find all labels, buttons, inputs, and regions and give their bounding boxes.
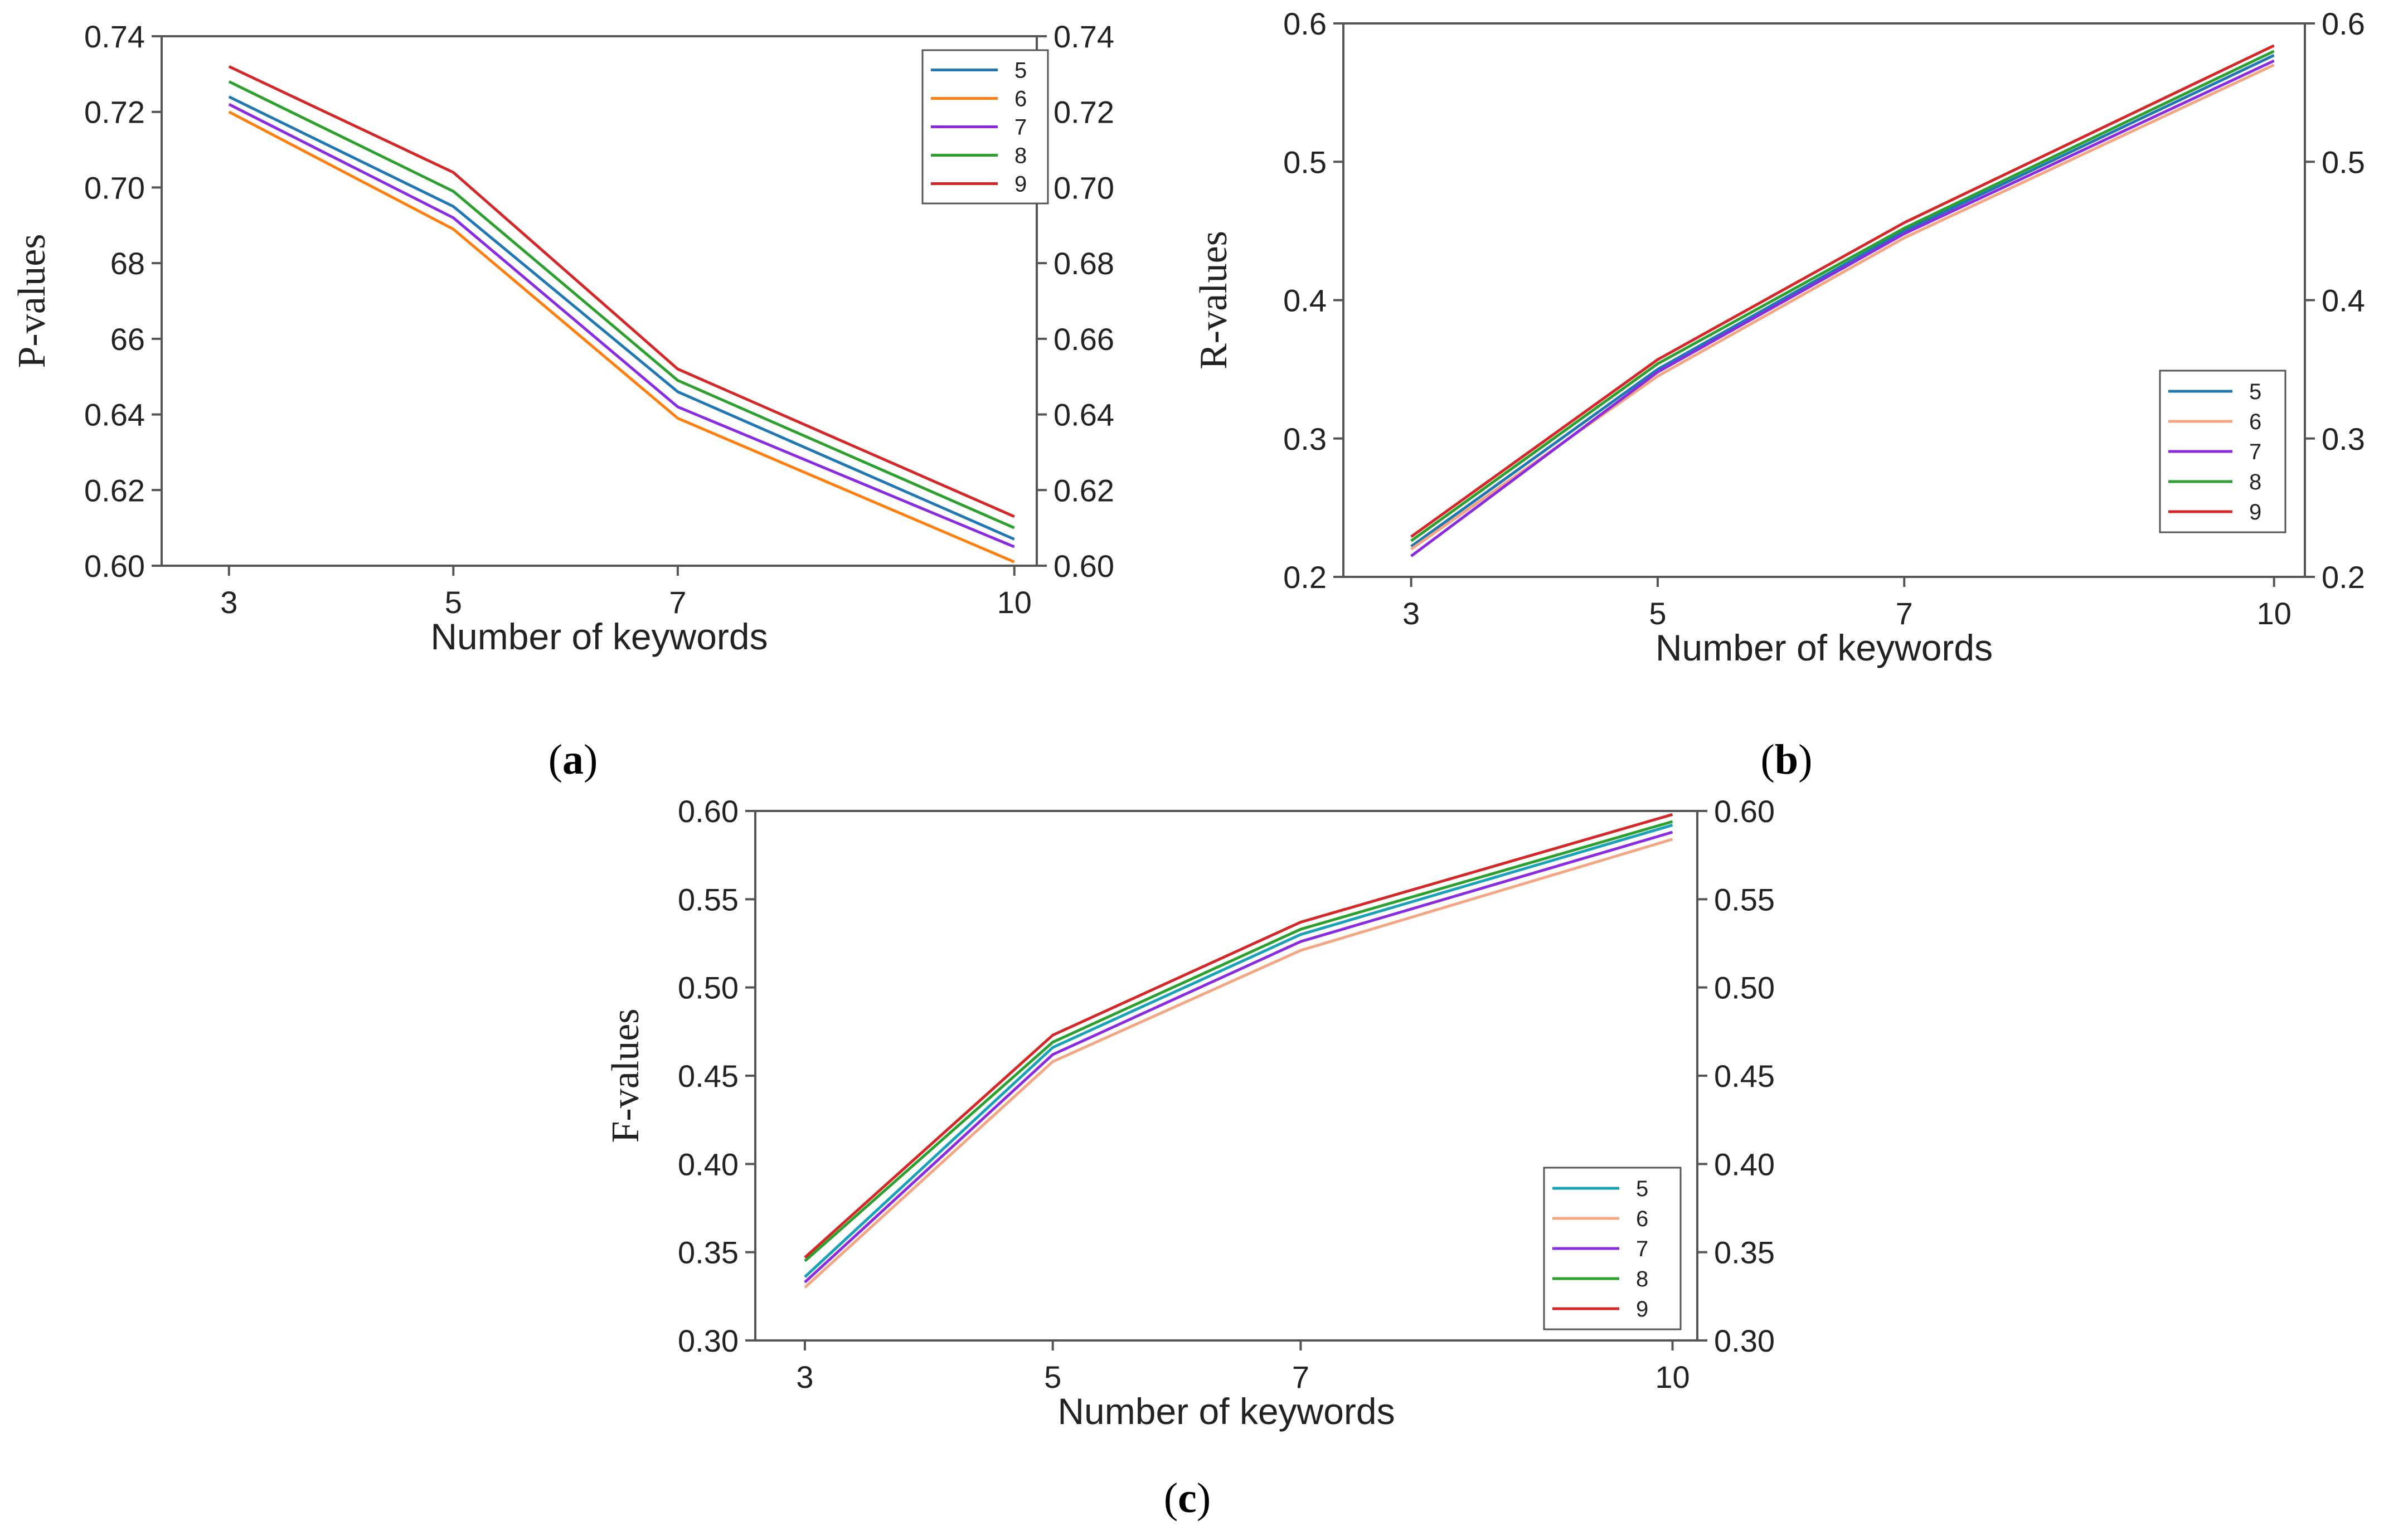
legend-label-9: 9 (1014, 172, 1027, 197)
y-tick-label-left: 0.2 (1283, 560, 1327, 595)
x-tick-label: 10 (997, 585, 1032, 620)
y-tick-label-left: 0.55 (678, 882, 739, 917)
y-tick-label-left: 0.50 (678, 970, 739, 1005)
y-tick-label-right: 0.72 (1054, 95, 1114, 130)
y-tick-label-right: 0.55 (1714, 882, 1775, 917)
y-tick-label-right: 0.5 (2322, 144, 2365, 179)
legend-label-6: 6 (1636, 1207, 1648, 1231)
caption-c: (c) (1163, 1475, 1211, 1522)
series-line-7 (804, 830, 1673, 1284)
y-tick-label-right: 0.64 (1054, 397, 1114, 433)
series-line-6 (804, 838, 1673, 1289)
legend-label-8: 8 (1014, 144, 1027, 168)
y-tick-label-right: 0.3 (2322, 421, 2365, 456)
x-tick-label: 3 (796, 1359, 813, 1395)
legend-label-7: 7 (2249, 440, 2261, 464)
x-tick-label: 5 (445, 585, 462, 620)
series-line-8 (804, 820, 1673, 1262)
legend-label-8: 8 (1636, 1267, 1648, 1291)
y-tick-label-right: 0.60 (1054, 548, 1114, 584)
y-tick-label-left: 0.6 (1283, 6, 1327, 41)
series-line-8 (228, 80, 1015, 529)
x-tick-label: 10 (2257, 596, 2292, 631)
y-tick-label-left: 0.5 (1283, 144, 1327, 179)
y-tick-label-left: 66 (110, 322, 145, 357)
y-tick-label-left: 0.45 (678, 1058, 739, 1094)
y-tick-label-left: 0.30 (678, 1323, 739, 1358)
x-axis-label: Number of keywords (1656, 627, 1993, 668)
y-tick-label-right: 0.40 (1714, 1147, 1775, 1182)
y-tick-label-left: 0.60 (84, 548, 145, 584)
chart-panel-c: 0.30 0.30 0.35 0.35 0.40 0.40 0.45 0.45 0.50 0.50… (604, 794, 1775, 1432)
legend-label-8: 8 (2249, 470, 2261, 494)
legend-label-9: 9 (2249, 500, 2261, 524)
series-line-9 (228, 65, 1015, 518)
y-tick-label-right: 0.35 (1714, 1235, 1775, 1270)
legend-label-5: 5 (2249, 380, 2261, 404)
y-tick-label-left: 68 (110, 246, 145, 281)
x-tick-label: 3 (1402, 596, 1420, 631)
y-tick-label-right: 0.74 (1054, 19, 1114, 54)
series-line-6 (228, 110, 1015, 563)
y-tick-label-left: 0.3 (1283, 421, 1327, 456)
y-axis-label: P-values (11, 234, 54, 368)
y-tick-label-left: 0.72 (84, 95, 145, 130)
legend-label-5: 5 (1014, 59, 1027, 83)
y-axis-label: F-values (604, 1008, 647, 1143)
x-tick-label: 5 (1044, 1359, 1061, 1395)
y-tick-label-right: 0.4 (2322, 283, 2365, 318)
plot-frame (161, 35, 1038, 567)
chart-panel-b: 0.2 0.2 0.3 0.3 0.4 0.4 0.5 0.5 0.6 0.6 3 5 7 10 Numbe… (1192, 6, 2365, 668)
x-tick-label: 7 (1292, 1359, 1309, 1395)
y-tick-label-right: 0.6 (2322, 6, 2365, 41)
y-tick-label-right: 0.62 (1054, 473, 1114, 508)
y-tick-label-left: 0.40 (678, 1147, 739, 1182)
series-line-7 (1410, 59, 2275, 557)
y-tick-label-left: 0.60 (678, 794, 739, 829)
series-line-9 (804, 813, 1673, 1259)
series-line-7 (228, 103, 1015, 548)
series-line-6 (1410, 64, 2275, 551)
y-tick-label-right: 0.60 (1714, 794, 1775, 829)
series-line-9 (1410, 44, 2275, 538)
caption-b: (b) (1760, 736, 1813, 783)
series-line-8 (1410, 50, 2275, 542)
y-tick-label-left: 0.4 (1283, 283, 1327, 318)
legend-label-7: 7 (1014, 115, 1027, 140)
y-tick-label-left: 0.35 (678, 1235, 739, 1270)
y-tick-label-right: 0.30 (1714, 1323, 1775, 1358)
y-tick-label-left: 0.70 (84, 170, 145, 205)
y-tick-label-left: 0.74 (84, 19, 145, 54)
legend-label-6: 6 (2249, 410, 2261, 434)
legend-label-6: 6 (1014, 87, 1027, 111)
legend-label-9: 9 (1636, 1297, 1648, 1322)
x-tick-label: 3 (220, 585, 237, 620)
y-tick-label-right: 0.66 (1054, 322, 1114, 357)
series-line-5 (228, 95, 1015, 541)
x-tick-label: 7 (669, 585, 686, 620)
y-tick-label-left: 0.62 (84, 473, 145, 508)
y-tick-label-right: 0.45 (1714, 1058, 1775, 1094)
x-tick-label: 7 (1896, 596, 1913, 631)
caption-a: (a) (548, 736, 598, 783)
x-axis-label: Number of keywords (430, 616, 768, 657)
y-tick-label-right: 0.70 (1054, 170, 1114, 205)
series-line-5 (804, 823, 1673, 1278)
y-tick-label-right: 0.50 (1714, 970, 1775, 1005)
series-line-5 (1410, 54, 2275, 548)
legend-label-7: 7 (1636, 1237, 1648, 1261)
x-tick-label: 10 (1655, 1359, 1690, 1395)
legend-label-5: 5 (1636, 1177, 1648, 1201)
y-axis-label: R-values (1192, 231, 1235, 370)
y-tick-label-right: 0.2 (2322, 560, 2365, 595)
x-tick-label: 5 (1649, 596, 1666, 631)
y-tick-label-left: 0.64 (84, 397, 145, 433)
y-tick-label-right: 0.68 (1054, 246, 1114, 281)
x-axis-label: Number of keywords (1057, 1391, 1395, 1432)
